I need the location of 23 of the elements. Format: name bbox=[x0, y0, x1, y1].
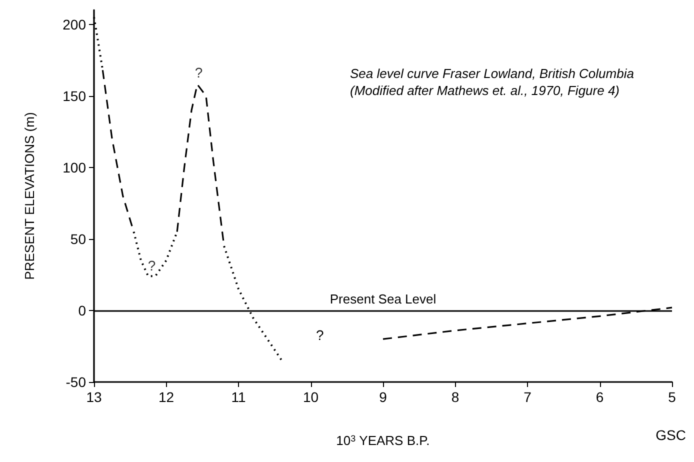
y-tick-label: -50 bbox=[66, 374, 86, 390]
annotation: ? bbox=[316, 327, 324, 343]
x-tick-label: 11 bbox=[231, 389, 246, 405]
x-tick-label: 7 bbox=[524, 389, 532, 405]
y-axis-title: PRESENT ELEVATIONS (m) bbox=[22, 112, 37, 280]
x-tick-label: 12 bbox=[158, 389, 174, 405]
annotation: ? bbox=[148, 258, 156, 274]
text: GSC bbox=[656, 427, 686, 443]
text: (Modified after Mathews et. al., 1970, Figure 4) bbox=[350, 83, 620, 98]
y-tick-label: 150 bbox=[62, 88, 86, 104]
x-tick-label: 13 bbox=[86, 389, 102, 405]
x-tick-label: 9 bbox=[379, 389, 388, 405]
y-tick-label: 200 bbox=[62, 16, 86, 32]
ref-line-label: Present Sea Level bbox=[330, 291, 436, 306]
annotation: ? bbox=[194, 64, 203, 81]
x-tick-label: 8 bbox=[451, 389, 460, 405]
y-tick-label: 50 bbox=[70, 230, 86, 247]
x-tick-label: 6 bbox=[596, 389, 604, 405]
x-tick-label: 5 bbox=[668, 389, 676, 405]
y-tick-label: 100 bbox=[62, 159, 86, 176]
text: Sea level curve Fraser Lowland, British Columbia bbox=[350, 66, 634, 81]
x-tick-label: 10 bbox=[302, 389, 319, 405]
y-tick-label: 0 bbox=[78, 302, 86, 318]
